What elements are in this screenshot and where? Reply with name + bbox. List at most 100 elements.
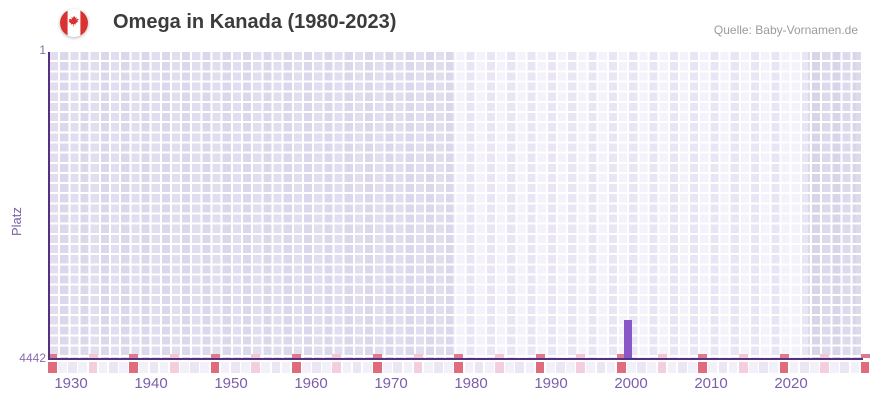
x-tick-label: 1960	[294, 375, 328, 392]
strip-cell	[718, 362, 728, 373]
strip-cell	[312, 362, 321, 373]
y-axis-title: Platz	[9, 207, 24, 236]
x-axis-tick-labels: 1930 1940 1950 1960 1970 1980 1990 2000 2010 2020	[0, 375, 873, 395]
axis-tick-nub	[495, 354, 505, 358]
axis-tick-nub	[88, 354, 98, 358]
strip-cell	[383, 362, 392, 373]
strip-cell	[820, 362, 829, 373]
strip-cell	[169, 362, 179, 373]
strip-cell	[220, 362, 230, 373]
strip-cell	[677, 362, 687, 373]
strip-cell	[413, 362, 423, 373]
canada-flag-icon	[60, 9, 88, 37]
strip-cell	[647, 362, 657, 373]
page-title: Omega in Kanada (1980-2023)	[113, 11, 397, 33]
plot-area	[48, 52, 870, 358]
x-axis-line	[48, 358, 863, 360]
strip-cell	[769, 362, 779, 373]
axis-tick-nub	[698, 354, 708, 358]
strip-cell	[667, 362, 677, 373]
x-tick-label: 2020	[774, 375, 808, 392]
axis-tick-nub	[210, 354, 220, 358]
axis-tick-nub	[373, 354, 383, 358]
axis-tick-nub	[413, 354, 423, 358]
strip-cell	[505, 362, 514, 373]
strip-cell	[281, 362, 291, 373]
strip-cell	[545, 362, 555, 373]
strip-cell	[332, 362, 342, 373]
strip-cell	[484, 362, 494, 373]
axis-tick-nub	[779, 354, 789, 358]
axis-tick-nub	[535, 354, 545, 358]
strip-cell	[444, 362, 453, 373]
strip-cell	[749, 362, 758, 373]
strip-cell	[830, 362, 839, 373]
strip-decade-cell	[860, 362, 870, 373]
strip-decade-cell	[454, 362, 464, 373]
strip-cell	[474, 362, 484, 373]
strip-decade-cell	[48, 362, 57, 373]
strip-cell	[799, 362, 809, 373]
axis-tick-nub	[454, 354, 464, 358]
strip-cell	[850, 362, 860, 373]
strip-cell	[810, 362, 819, 373]
y-tick-bottom: 4442	[19, 351, 46, 365]
strip-cell	[78, 362, 88, 373]
strip-cell	[58, 362, 67, 373]
strip-cell	[119, 362, 128, 373]
strip-cell	[108, 362, 118, 373]
strip-cell	[362, 362, 372, 373]
strip-decade-cell	[129, 362, 138, 373]
strip-cell	[596, 362, 606, 373]
strip-cell	[738, 362, 748, 373]
axis-tick-nub	[657, 354, 667, 358]
strip-cell	[68, 362, 77, 373]
strip-cell	[566, 362, 575, 373]
strip-cell	[88, 362, 98, 373]
strip-decade-cell	[698, 362, 707, 373]
axis-tick-nub	[48, 354, 57, 358]
strip-cell	[352, 362, 362, 373]
x-tick-label: 1930	[54, 375, 88, 392]
x-tick-label: 1980	[454, 375, 488, 392]
axis-tick-nub	[169, 354, 179, 358]
grid-pattern	[50, 52, 862, 358]
strip-cell	[241, 362, 250, 373]
strip-decade-cell	[535, 362, 545, 373]
x-tick-label: 2010	[694, 375, 728, 392]
strip-cell	[393, 362, 403, 373]
strip-cell	[261, 362, 271, 373]
x-tick-label: 1950	[214, 375, 248, 392]
strip-cell	[515, 362, 525, 373]
strip-cell	[200, 362, 210, 373]
strip-cell	[434, 362, 443, 373]
strip-cell	[495, 362, 504, 373]
strip-cell	[759, 362, 768, 373]
axis-tick-nub	[251, 354, 261, 358]
strip-cell	[708, 362, 718, 373]
strip-decade-cell	[373, 362, 382, 373]
y-tick-top: 1	[39, 43, 46, 57]
strip-cell	[180, 362, 189, 373]
strip-cell	[423, 362, 433, 373]
strip-cell	[789, 362, 799, 373]
strip-cell	[139, 362, 149, 373]
axis-tick-nub	[616, 354, 626, 358]
strip-cell	[464, 362, 474, 373]
strip-cell	[403, 362, 413, 373]
strip-cell	[586, 362, 596, 373]
axis-tick-nub	[332, 354, 342, 358]
strip-cell	[342, 362, 352, 373]
strip-cell	[230, 362, 240, 373]
strip-cell	[688, 362, 697, 373]
strip-decade-cell	[616, 362, 626, 373]
strip-cell	[159, 362, 169, 373]
strip-cell	[576, 362, 585, 373]
rank-bar-2000[interactable]	[624, 320, 632, 358]
y-axis-line	[48, 52, 50, 360]
strip-cell	[657, 362, 667, 373]
strip-cell	[98, 362, 108, 373]
axis-tick-nub	[129, 354, 139, 358]
axis-tick-nub	[860, 354, 870, 358]
